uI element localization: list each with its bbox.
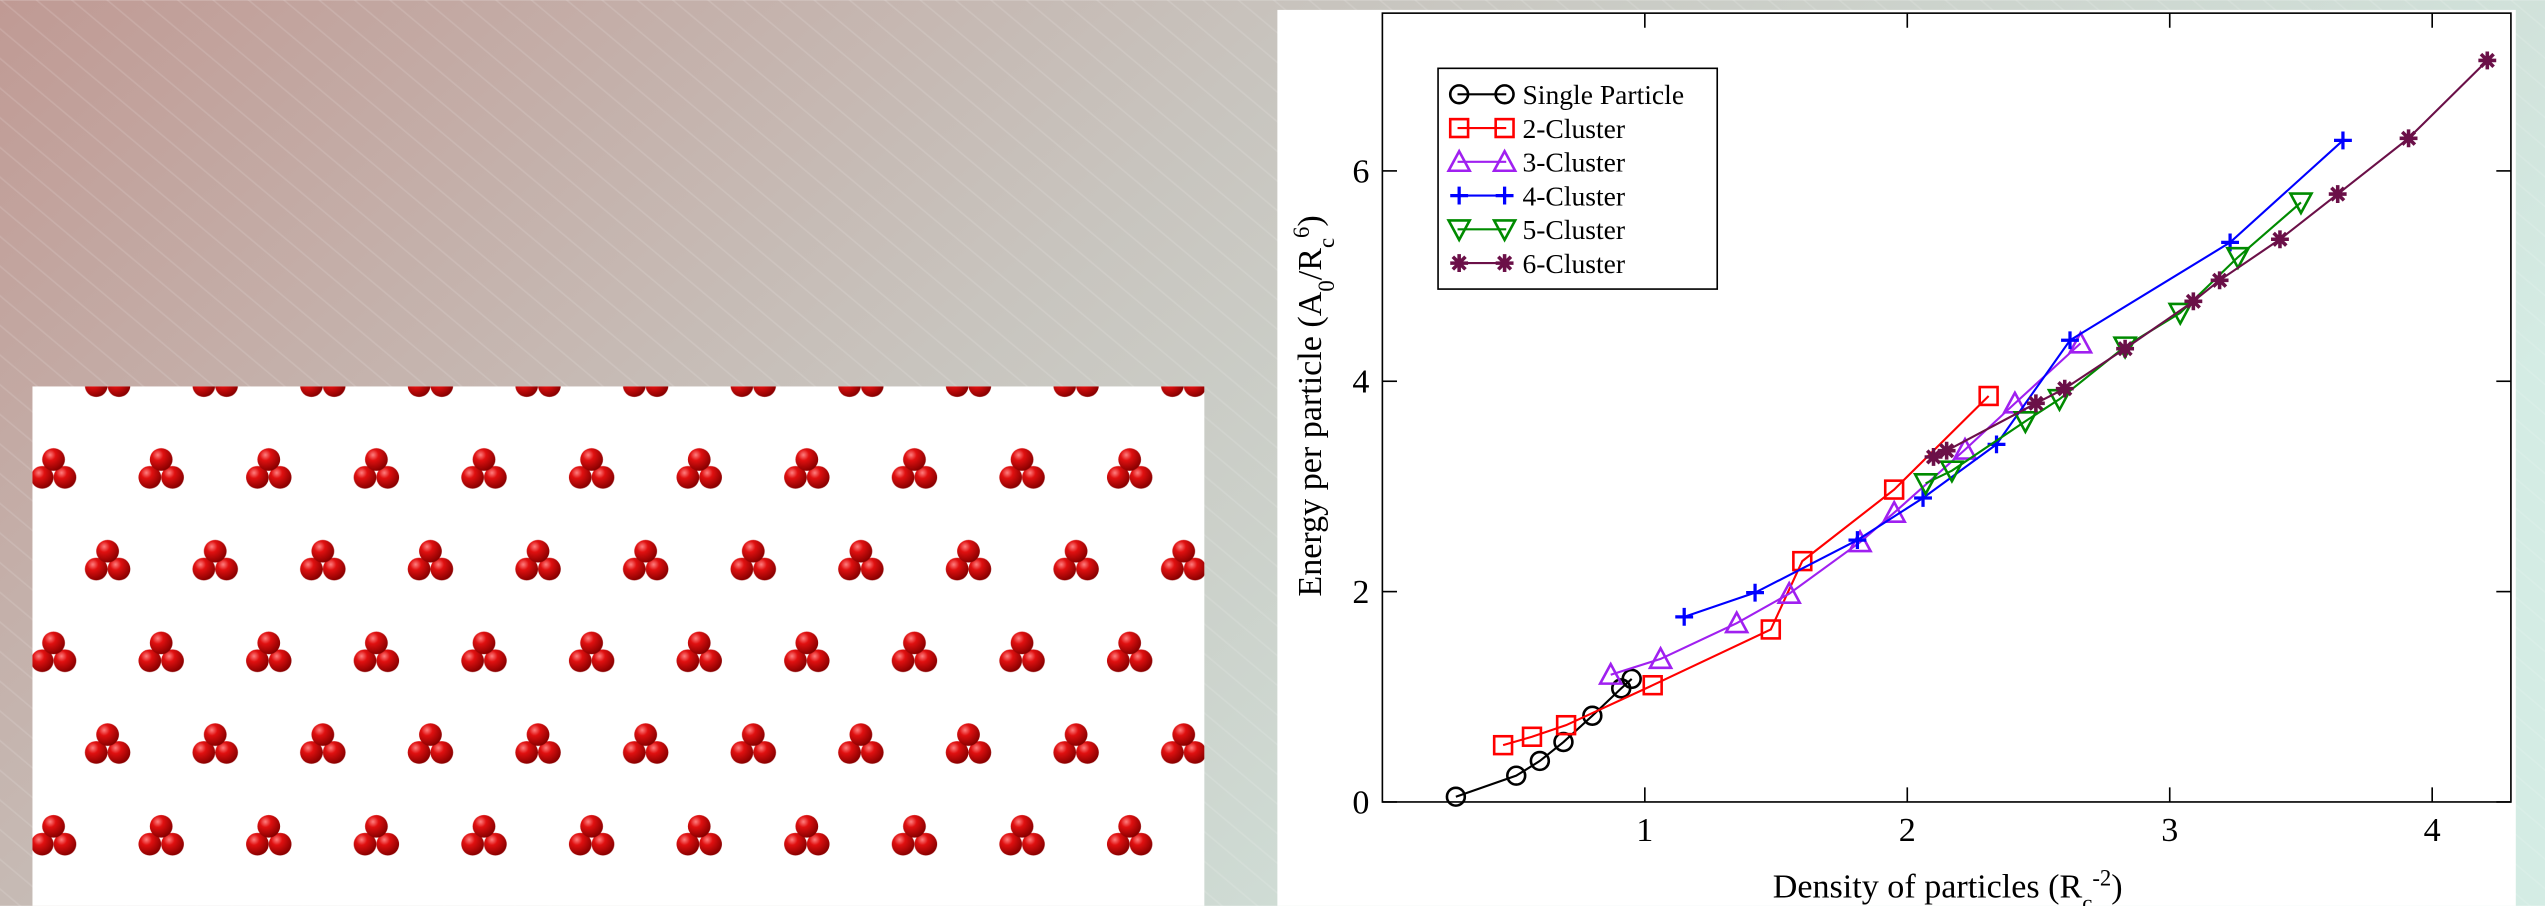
- legend: Single Particle2-Cluster3-Cluster4-Clust…: [1437, 67, 1719, 290]
- marker: [2271, 230, 2289, 249]
- series: [1924, 51, 2497, 466]
- marker: [1621, 668, 1642, 690]
- marker: [1529, 750, 1551, 772]
- axis-label: Density of particles (Rc-2): [1773, 865, 2123, 906]
- series-line: [1925, 201, 2302, 485]
- legend-label: 2-Cluster: [1522, 113, 1625, 144]
- series: [1675, 131, 2352, 626]
- series-line: [1610, 342, 2082, 676]
- axis-label-part: Density of particles (R: [1773, 869, 2083, 906]
- x-tick-label: 4: [2424, 812, 2441, 849]
- series: [1492, 385, 1999, 756]
- legend-marker: [1495, 186, 1514, 205]
- marker: [2067, 330, 2094, 354]
- marker: [1647, 645, 1674, 670]
- plot-frame: [1381, 12, 2512, 803]
- axis-label-part: ): [2111, 869, 2122, 906]
- marker: [2061, 331, 2079, 350]
- y-tick-label: 6: [1352, 153, 1369, 190]
- legend-label: 5-Cluster: [1522, 214, 1625, 245]
- marker: [1597, 661, 1624, 685]
- lattice-image: [32, 386, 1205, 906]
- marker: [1776, 580, 1802, 604]
- marker: [2184, 292, 2203, 311]
- marker: [1760, 619, 1782, 640]
- marker: [1939, 460, 1965, 484]
- axis-label-part: c: [2082, 890, 2092, 906]
- marker: [1978, 385, 1999, 407]
- axis-label-part: c: [1314, 238, 1339, 248]
- legend-label: 4-Cluster: [1522, 180, 1625, 211]
- series-line: [1502, 395, 1990, 747]
- marker: [2055, 379, 2074, 398]
- legend-marker: [1450, 186, 1469, 205]
- marker: [1792, 550, 1813, 572]
- axis-label-part: Energy per particle (A: [1292, 291, 1329, 596]
- series-line: [1683, 139, 2344, 618]
- marker: [1492, 734, 1514, 756]
- marker: [2210, 271, 2229, 290]
- legend-marker: [1494, 117, 1515, 139]
- marker: [2478, 51, 2497, 70]
- marker: [1912, 473, 1939, 497]
- marker: [1848, 531, 1867, 550]
- axis-label-part: ): [1292, 215, 1329, 226]
- legend-marker: [1448, 117, 1470, 139]
- marker: [2026, 394, 2045, 413]
- legend-marker: [1494, 84, 1515, 105]
- axis-label-part: -2: [2092, 865, 2111, 890]
- marker: [1642, 674, 1663, 696]
- marker: [1582, 705, 1603, 726]
- marker: [2328, 185, 2347, 203]
- axis-label-part: 6: [1289, 227, 1314, 238]
- legend-box: [1437, 67, 1719, 290]
- legend-marker: [1446, 219, 1472, 243]
- marker: [1723, 609, 1750, 634]
- marker: [1445, 786, 1467, 807]
- y-tick-label: 2: [1352, 574, 1369, 611]
- legend-marker: [1446, 148, 1472, 173]
- marker: [1883, 479, 1905, 500]
- marker: [1914, 489, 1932, 507]
- legend-label: 3-Cluster: [1522, 147, 1625, 178]
- y-tick-label: 4: [1352, 364, 1369, 401]
- marker: [2334, 131, 2352, 150]
- legend-marker: [1491, 148, 1518, 173]
- legend-marker: [1450, 254, 1469, 273]
- x-tick-label: 2: [1899, 812, 1916, 849]
- marker: [1521, 726, 1543, 747]
- axis-label: Energy per particle (A0/Rc6): [1289, 215, 1339, 596]
- legend-label: Single Particle: [1522, 79, 1684, 110]
- series-line: [1455, 678, 1633, 798]
- x-tick-label: 1: [1636, 812, 1653, 849]
- legend-marker: [1491, 219, 1518, 243]
- marker: [1675, 607, 1694, 626]
- marker: [2225, 246, 2251, 271]
- x-tick-label: 3: [2161, 812, 2178, 849]
- y-tick-label: 0: [1352, 784, 1369, 821]
- axis-label-part: /R: [1292, 248, 1329, 280]
- marker: [2288, 192, 2314, 216]
- marker: [1924, 448, 1943, 466]
- legend-label: 6-Cluster: [1522, 248, 1625, 279]
- marker: [2399, 129, 2418, 148]
- legend-marker: [1448, 84, 1470, 105]
- marker: [1506, 765, 1527, 786]
- axis-label-part: 0: [1314, 280, 1339, 291]
- marker: [1937, 441, 1956, 460]
- legend-marker: [1495, 254, 1514, 273]
- marker: [1746, 583, 1764, 602]
- marker: [1555, 714, 1577, 736]
- marker: [2012, 411, 2039, 435]
- marker: [1952, 436, 1978, 460]
- marker: [2116, 339, 2135, 358]
